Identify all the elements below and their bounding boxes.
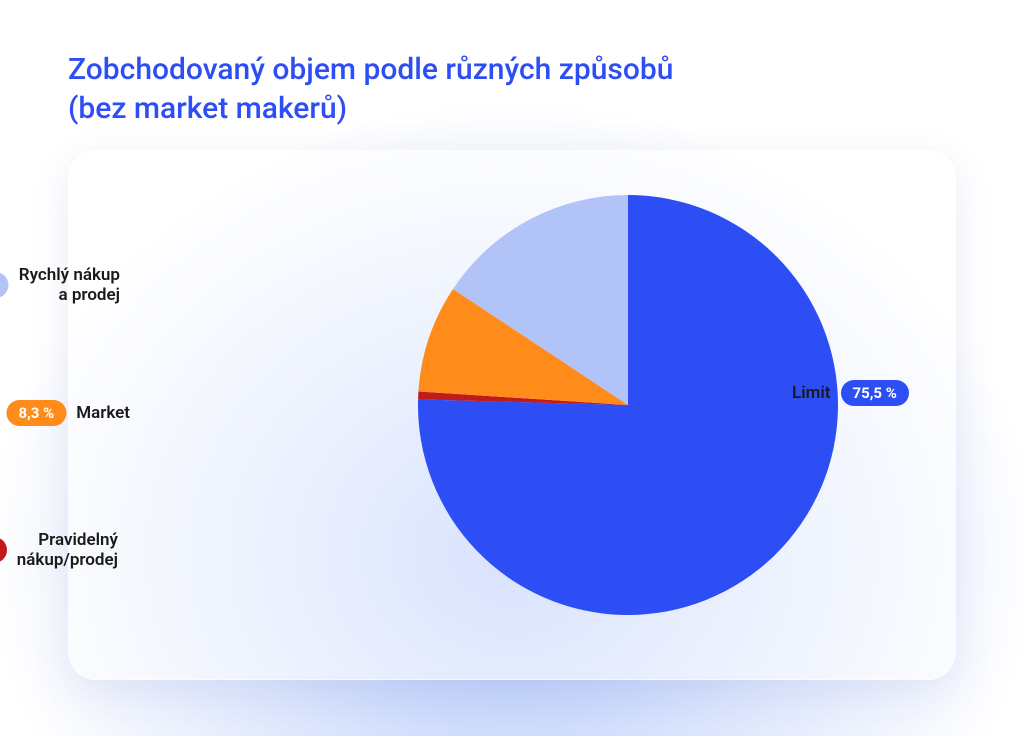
pie-chart xyxy=(418,195,838,619)
label-market: Market 8,3 % xyxy=(6,400,130,426)
label-limit: Limit 75,5 % xyxy=(792,380,909,406)
pct-pill-market: 8,3 % xyxy=(6,400,66,426)
pct-pill-limit: 75,5 % xyxy=(841,380,909,406)
chart-title: Zobchodovaný objem podle různých způsobů… xyxy=(0,0,1024,128)
chart-title-line1: Zobchodovaný objem podle různých způsobů xyxy=(68,52,673,87)
label-text-regular: Pravidelný nákup/prodej xyxy=(17,530,118,571)
label-regular: Pravidelný nákup/prodej 0,6 % xyxy=(0,530,118,571)
chart-title-line2: (bez market makerů) xyxy=(68,91,347,126)
pct-pill-quick: 15,7 % xyxy=(0,272,9,298)
label-quick: Rychlý nákup a prodej 15,7 % xyxy=(0,265,120,306)
label-text-limit: Limit xyxy=(792,383,831,403)
label-text-quick: Rychlý nákup a prodej xyxy=(19,265,120,306)
pct-pill-regular: 0,6 % xyxy=(0,537,7,563)
label-text-market: Market xyxy=(76,403,130,423)
chart-card xyxy=(68,150,956,680)
